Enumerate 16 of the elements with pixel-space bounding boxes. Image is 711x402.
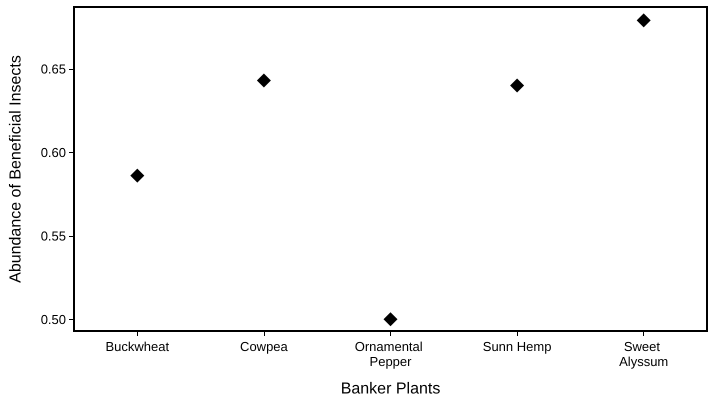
x-tick-label: Buckwheat (106, 339, 170, 354)
point (256, 73, 271, 88)
x-axis-title: Banker Plants (340, 380, 440, 398)
y-tick-label: 0.60 (40, 144, 66, 160)
y-tick-label: 0.55 (40, 228, 66, 244)
point (130, 168, 144, 183)
x-tick-label: Sweet Alyssum (619, 339, 668, 369)
x-tick-label: Cowpea (240, 339, 289, 354)
point (636, 13, 651, 28)
y-tick-label: 0.50 (40, 312, 66, 327)
y-tick-label: 0.65 (40, 61, 66, 76)
x-tick-label: Ornamental Pepper (354, 339, 426, 369)
x-tick-label: Sunn Hemp (482, 339, 552, 354)
y-axis-title: Abundance of Beneficial Insects (8, 55, 24, 283)
point (510, 78, 524, 92)
point (384, 312, 398, 326)
